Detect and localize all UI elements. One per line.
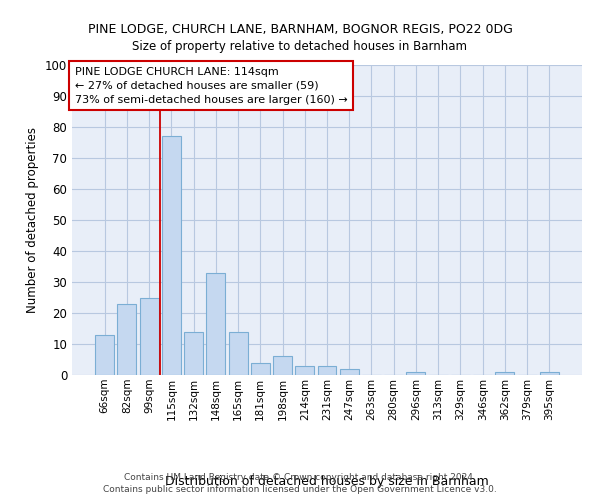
Bar: [184, 332, 203, 375]
Bar: [140, 298, 158, 375]
Bar: [540, 372, 559, 375]
Bar: [118, 304, 136, 375]
Bar: [406, 372, 425, 375]
Bar: [317, 366, 337, 375]
Bar: [340, 369, 359, 375]
Text: PINE LODGE, CHURCH LANE, BARNHAM, BOGNOR REGIS, PO22 0DG: PINE LODGE, CHURCH LANE, BARNHAM, BOGNOR…: [88, 22, 512, 36]
Text: Size of property relative to detached houses in Barnham: Size of property relative to detached ho…: [133, 40, 467, 53]
Bar: [496, 372, 514, 375]
X-axis label: Distribution of detached houses by size in Barnham: Distribution of detached houses by size …: [165, 476, 489, 488]
Bar: [206, 272, 225, 375]
Bar: [251, 362, 270, 375]
Bar: [162, 136, 181, 375]
Text: Contains HM Land Registry data © Crown copyright and database right 2024.: Contains HM Land Registry data © Crown c…: [124, 472, 476, 482]
Y-axis label: Number of detached properties: Number of detached properties: [26, 127, 40, 313]
Text: Contains public sector information licensed under the Open Government Licence v3: Contains public sector information licen…: [103, 485, 497, 494]
Bar: [295, 366, 314, 375]
Bar: [229, 332, 248, 375]
Text: PINE LODGE CHURCH LANE: 114sqm
← 27% of detached houses are smaller (59)
73% of : PINE LODGE CHURCH LANE: 114sqm ← 27% of …: [74, 66, 347, 104]
Bar: [273, 356, 292, 375]
Bar: [95, 334, 114, 375]
